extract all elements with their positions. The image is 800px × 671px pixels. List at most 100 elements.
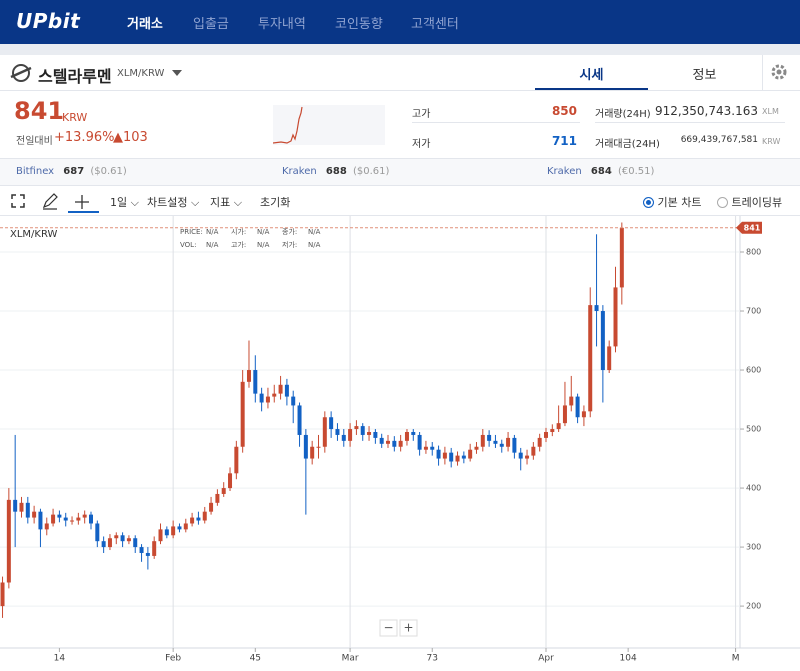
- toolbar-button[interactable]: 초기화: [260, 196, 291, 209]
- candle-body: [228, 473, 233, 489]
- candle-body: [76, 517, 81, 521]
- candle-body: [480, 434, 485, 447]
- x-tick-label: M: [732, 654, 740, 664]
- info-text: N/A: [206, 228, 219, 236]
- menu-item[interactable]: 입출금: [193, 17, 229, 32]
- candle-body: [6, 499, 11, 583]
- candle-body: [25, 502, 30, 518]
- toolbar-label: 지표: [210, 196, 231, 209]
- info-text: 고가:: [231, 240, 246, 249]
- change-amount: ▲103: [113, 130, 148, 145]
- candle-body: [240, 381, 245, 447]
- toolbar-icons[interactable]: [10, 193, 110, 213]
- tab-label: 시세: [579, 68, 604, 83]
- sparkline: [273, 105, 385, 145]
- candle-body: [265, 396, 270, 403]
- candle-body: [158, 529, 163, 542]
- candle-body: [38, 511, 43, 530]
- candle-body: [82, 514, 87, 518]
- candle-body: [354, 426, 359, 430]
- info-text: VOL:: [180, 241, 196, 249]
- y-tick-label: 300: [746, 543, 761, 552]
- candle-body: [404, 432, 409, 441]
- x-tick-label: Apr: [538, 654, 554, 664]
- tab[interactable]: 정보: [648, 55, 761, 90]
- stat-label: 고가: [412, 109, 431, 120]
- candle-body: [278, 384, 283, 394]
- toolbar-button[interactable]: 1일 ⌵: [110, 196, 139, 209]
- candle-body: [360, 426, 365, 435]
- menu-item[interactable]: 거래소: [127, 17, 163, 32]
- logo[interactable]: UPbit: [16, 9, 81, 33]
- menu-item[interactable]: 투자내역: [258, 17, 306, 32]
- candle-body: [133, 538, 138, 548]
- exchange-quote: ($0.61): [352, 166, 390, 177]
- candle-body: [607, 346, 612, 371]
- radio-label: 기본 차트: [657, 196, 702, 209]
- candle-body: [398, 440, 403, 447]
- candle-body: [164, 529, 169, 536]
- stat-value: 850: [551, 104, 577, 118]
- candle-body: [322, 417, 327, 447]
- price-unit: KRW: [62, 111, 88, 124]
- candle-body: [550, 429, 555, 432]
- candle-body: [101, 541, 106, 548]
- chart-mode-radio[interactable]: 기본 차트: [643, 194, 701, 210]
- candle-body: [329, 417, 334, 430]
- candle-body: [63, 517, 68, 521]
- change-rate: +13.96%: [54, 130, 115, 145]
- candle-body: [284, 384, 289, 397]
- candle-body: [253, 370, 258, 394]
- candle-body: [613, 287, 618, 347]
- menu-item[interactable]: 고객센터: [411, 17, 459, 32]
- y-tick-label: 600: [746, 366, 761, 375]
- chart-title: XLM/KRW: [10, 229, 58, 240]
- x-tick-label: 73: [427, 654, 438, 664]
- candle-body: [569, 396, 574, 406]
- candle-body: [449, 452, 454, 462]
- candle-body: [196, 517, 201, 521]
- radio-label: 트레이딩뷰: [731, 196, 783, 209]
- candle-body: [95, 523, 100, 542]
- candle-body: [474, 446, 479, 450]
- toolbar-button[interactable]: 차트설정 ⌵: [147, 196, 200, 209]
- exchange-name: Kraken: [547, 166, 582, 177]
- candle-body: [32, 511, 37, 518]
- candle-body: [423, 446, 428, 450]
- info-text: N/A: [308, 228, 321, 236]
- toolbar-button[interactable]: 지표 ⌵: [210, 196, 243, 209]
- candle-body: [303, 434, 308, 459]
- candle-body: [506, 437, 511, 447]
- candle-body: [525, 455, 530, 459]
- candle-body: [411, 432, 416, 435]
- exchange-row: [0, 158, 800, 186]
- menu-item[interactable]: 코인동향: [335, 17, 383, 32]
- candle-body: [436, 449, 441, 459]
- chart-mode-radio[interactable]: 트레이딩뷰: [717, 194, 782, 210]
- candle-body: [537, 437, 542, 447]
- stat-value: 711: [551, 134, 577, 148]
- dropdown-arrow[interactable]: [171, 69, 183, 77]
- market-card: 스텔라루멘 XLM/KRW 시세 정보 841 KRW 전일대비 +13.96%…: [0, 55, 800, 671]
- current-price: 841: [14, 97, 65, 125]
- candle-body: [461, 455, 466, 459]
- candle-body: [183, 523, 188, 530]
- candle-body: [499, 443, 504, 447]
- candle-body: [114, 535, 119, 539]
- info-text: N/A: [206, 241, 219, 249]
- candle-body: [518, 452, 523, 459]
- y-tick-label: 200: [746, 602, 761, 611]
- candle-body: [145, 552, 150, 556]
- candle-body: [531, 446, 536, 456]
- candle-body: [221, 488, 226, 494]
- candle-body: [594, 305, 599, 312]
- zoom-in[interactable]: [399, 619, 418, 637]
- candle-body: [493, 440, 498, 444]
- y-tick-label: 500: [746, 425, 761, 434]
- zoom-out[interactable]: [379, 619, 398, 637]
- last-price-label: 841: [744, 223, 761, 232]
- candle-body: [379, 437, 384, 444]
- tab-active[interactable]: 시세: [535, 55, 648, 90]
- settings-icon[interactable]: [770, 63, 788, 81]
